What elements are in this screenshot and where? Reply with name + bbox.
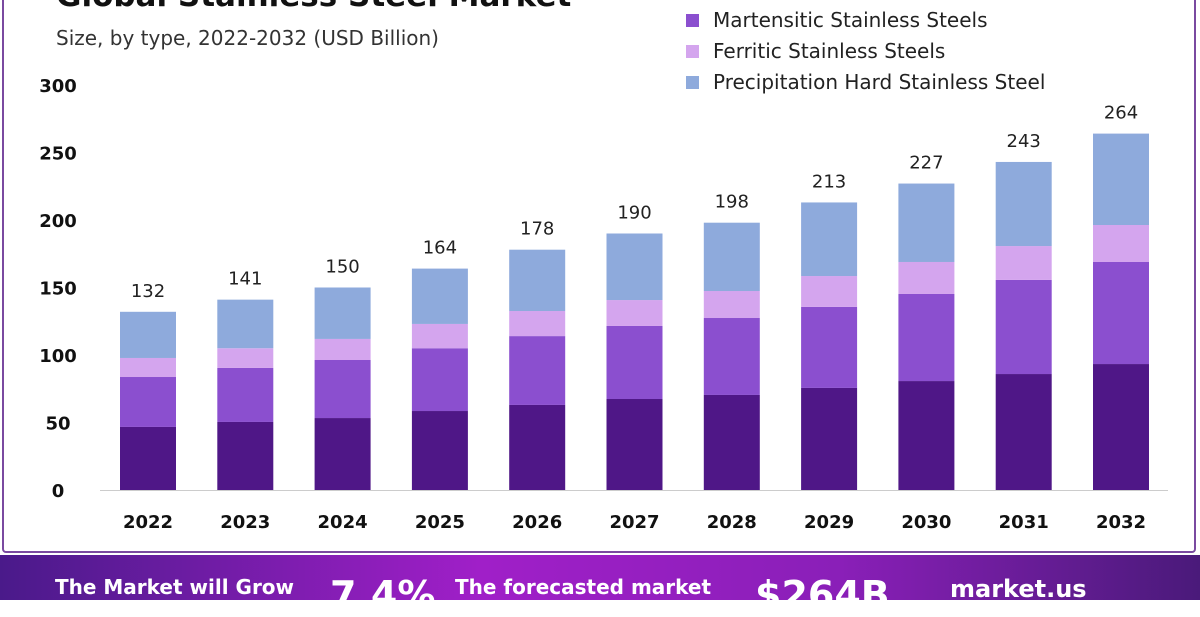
bar-segment (120, 311, 176, 358)
bar-segment (801, 306, 858, 388)
y-tick-label: 250 (39, 144, 77, 165)
bar-segment (1093, 261, 1149, 365)
bar-segment (120, 357, 176, 378)
y-tick-label: 50 (45, 414, 70, 435)
bar-segment (995, 279, 1052, 375)
legend-swatch (686, 44, 699, 58)
bar-segment (217, 421, 274, 490)
total-label: 178 (520, 219, 554, 240)
footer-value: $264B (755, 573, 890, 617)
total-label: 132 (131, 281, 165, 302)
bar-segment (217, 367, 274, 422)
bar-segment (1093, 364, 1149, 490)
bar-segment (898, 293, 955, 382)
bar-segment (120, 426, 176, 490)
bar-segment (801, 202, 858, 277)
bar-segment (703, 222, 760, 292)
legend-label: Precipitation Hard Stainless Steel (713, 70, 1046, 94)
bar-segment (703, 394, 760, 490)
y-tick-label: 200 (39, 211, 77, 232)
bar-segment (509, 336, 566, 405)
chart-title: Global Stainless Steel Market (56, 0, 571, 14)
brand-logo: market.us (950, 575, 1087, 603)
x-tick-label: 2027 (609, 512, 659, 533)
bar-segment (606, 399, 663, 490)
legend-swatch (686, 13, 699, 27)
bar-segment (217, 348, 274, 368)
total-label: 243 (1007, 131, 1041, 152)
x-tick-label: 2031 (999, 512, 1049, 533)
legend-swatch (686, 75, 699, 89)
bar-segment (995, 246, 1052, 280)
bar-segment (217, 299, 274, 349)
bar-segment (606, 233, 663, 301)
x-tick-label: 2026 (512, 512, 562, 533)
footer-forecast-text: The forecasted market (455, 575, 712, 599)
legend-label: Martensitic Stainless Steels (713, 8, 988, 32)
bar-segment (411, 348, 468, 412)
x-tick-label: 2024 (318, 512, 368, 533)
bar-segment (314, 338, 371, 360)
total-label: 198 (715, 192, 749, 213)
x-tick-label: 2025 (415, 512, 465, 533)
bar-segment (703, 318, 760, 395)
footer-banner: The Market will Grow 7.4% The forecasted… (0, 555, 1200, 617)
total-label: 213 (812, 171, 846, 192)
bar-segment (509, 249, 566, 311)
total-label: 141 (228, 269, 262, 290)
total-label: 190 (617, 203, 651, 224)
total-label: 164 (423, 238, 457, 259)
bar-segment (995, 374, 1052, 490)
bar-segment (314, 287, 371, 339)
bar-segment (606, 300, 663, 326)
bar-segment (120, 377, 176, 427)
footer-grow-text: The Market will Grow (55, 575, 295, 599)
x-tick-label: 2028 (707, 512, 757, 533)
bar-segment (898, 261, 955, 294)
x-tick-label: 2029 (804, 512, 854, 533)
y-tick-label: 150 (39, 279, 77, 300)
bar-segment (606, 325, 663, 400)
legend-item: Precipitation Hard Stainless Steel (686, 70, 1045, 94)
bar-segment (314, 359, 371, 419)
bar-segment (898, 183, 955, 262)
bar-segment (411, 411, 468, 490)
x-tick-label: 2032 (1096, 512, 1146, 533)
chart-subtitle: Size, by type, 2022-2032 (USD Billion) (56, 26, 439, 50)
y-tick-label: 100 (39, 346, 77, 367)
total-label: 264 (1104, 103, 1138, 124)
bar-segment (801, 276, 858, 307)
bar-segment (703, 291, 760, 319)
bar-segment (314, 418, 371, 490)
bar-segment (801, 387, 858, 490)
bar-segment (1093, 133, 1149, 225)
footer-cagr: 7.4% (330, 573, 436, 617)
y-tick-label: 0 (52, 481, 65, 502)
total-label: 150 (325, 257, 359, 278)
chart-frame (2, 0, 1196, 553)
legend-label: Ferritic Stainless Steels (713, 39, 946, 63)
y-tick-label: 300 (39, 76, 77, 97)
x-tick-label: 2030 (901, 512, 951, 533)
total-label: 227 (909, 153, 943, 174)
bar-segment (411, 323, 468, 349)
bar-segment (509, 404, 566, 490)
legend-item: Ferritic Stainless Steels (686, 39, 945, 63)
stacked-bar-chart: 0 50 100 150 200 250 300 132 2022 141 2023 150 2024 1… (39, 76, 1168, 533)
bar-segment (995, 161, 1052, 247)
bar-segment (509, 310, 566, 337)
bar-segment (898, 381, 955, 490)
x-tick-label: 2022 (123, 512, 173, 533)
legend-item: Martensitic Stainless Steels (686, 8, 988, 32)
x-tick-label: 2023 (220, 512, 270, 533)
bar-segment (1093, 224, 1149, 262)
bar-segment (411, 268, 468, 324)
